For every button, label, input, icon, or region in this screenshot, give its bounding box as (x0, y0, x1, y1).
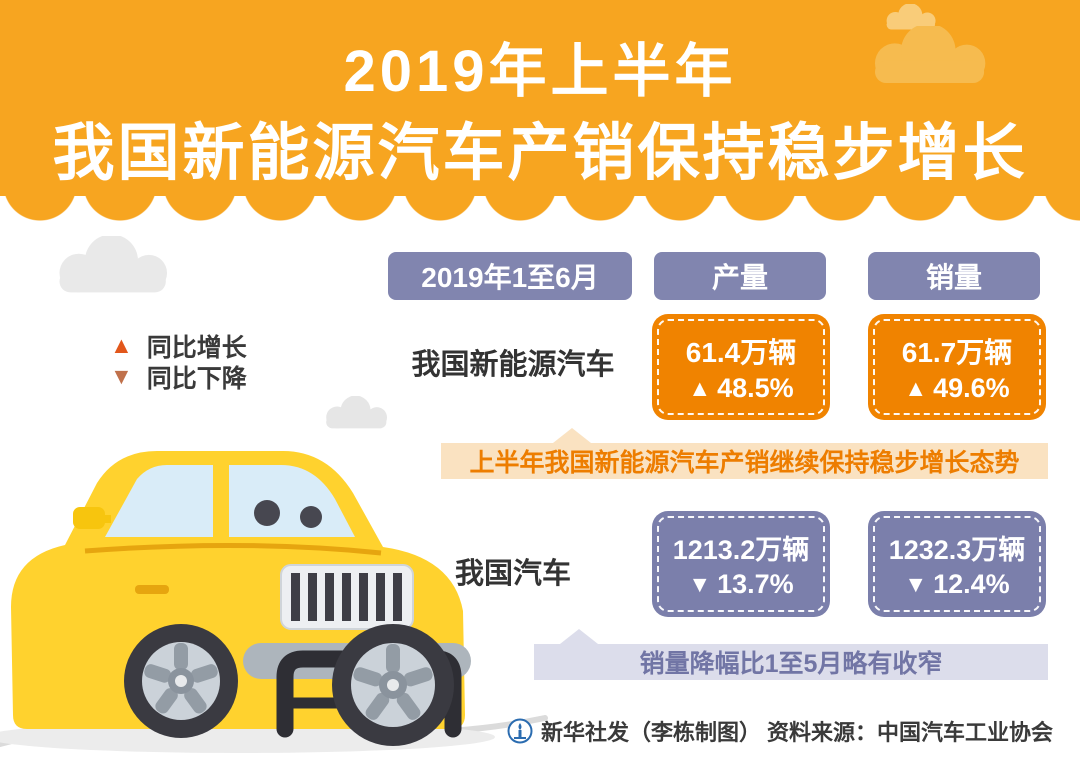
up-triangle-icon: ▲ (904, 374, 928, 401)
autos-production-value: 1213.2万辆 (672, 535, 810, 565)
down-triangle-icon: ▼ (904, 571, 928, 597)
title-line1: 2019年上半年 (343, 39, 737, 104)
down-triangle-icon: ▼ (688, 571, 712, 597)
cloud-icon (874, 26, 986, 84)
legend-up-row: ▲ 同比增长 (110, 330, 247, 362)
nev-production-box: 61.4万辆 ▲ 48.5% (652, 314, 830, 420)
row-label-autos: 我国汽车 (454, 558, 571, 590)
sales-column-header: 销量 (868, 252, 1040, 300)
autos-note-text: 销量降幅比1至5月略有收窄 (639, 650, 943, 678)
autos-sales-change: ▼ 12.4% (904, 569, 1009, 600)
nev-sales-box: 61.7万辆 ▲ 49.6% (868, 314, 1046, 420)
cloud-icon (326, 396, 388, 429)
xinhua-logo-icon (507, 718, 533, 744)
nev-sales-value: 61.7万辆 (901, 336, 1013, 368)
legend-down-label: 同比下降 (146, 364, 247, 393)
nev-note-banner: 上半年我国新能源汽车产销继续保持稳步增长态势 (441, 428, 1048, 479)
down-triangle-icon: ▼ (110, 363, 133, 389)
legend-down-row: ▼ 同比下降 (110, 361, 247, 393)
row-label-nev: 我国新能源汽车 (411, 349, 615, 381)
legend-up-label: 同比增长 (146, 333, 247, 362)
autos-production-change: ▼ 13.7% (688, 569, 793, 600)
autos-production-box: 1213.2万辆 ▼ 13.7% (652, 511, 830, 617)
autos-sales-box: 1232.3万辆 ▼ 12.4% (868, 511, 1046, 617)
legend: ▲ 同比增长 ▼ 同比下降 (110, 330, 247, 393)
period-header-box: 2019年1至6月 (388, 252, 632, 300)
pointer-up-icon (560, 629, 598, 644)
cloud-icon (59, 236, 168, 293)
change-percent: 49.6% (933, 372, 1010, 403)
car-illustration (0, 451, 495, 753)
nev-production-value: 61.4万辆 (685, 336, 797, 368)
autos-sales-value: 1232.3万辆 (888, 535, 1026, 565)
pointer-up-icon (553, 428, 591, 443)
change-percent: 13.7% (717, 569, 794, 599)
footer-credit: 新华社发（李栋制图） 资料来源：中国汽车工业协会 (480, 716, 1080, 746)
change-percent: 12.4% (933, 569, 1010, 599)
nev-note-text: 上半年我国新能源汽车产销继续保持稳步增长态势 (469, 449, 1020, 477)
change-percent: 48.5% (717, 372, 794, 403)
scallop-edge (0, 196, 1080, 222)
up-triangle-icon: ▲ (688, 374, 712, 401)
title-line2: 我国新能源汽车产销保持稳步增长 (52, 119, 1028, 188)
production-column-header: 产量 (654, 252, 826, 300)
nev-production-change: ▲ 48.5% (688, 373, 793, 404)
credit-text: 新华社发（李栋制图） 资料来源：中国汽车工业协会 (540, 720, 1054, 745)
up-triangle-icon: ▲ (110, 332, 133, 358)
nev-sales-change: ▲ 49.6% (904, 373, 1009, 404)
header-banner: 2019年上半年 我国新能源汽车产销保持稳步增长 (0, 0, 1080, 196)
autos-note-banner: 销量降幅比1至5月略有收窄 (534, 629, 1048, 680)
